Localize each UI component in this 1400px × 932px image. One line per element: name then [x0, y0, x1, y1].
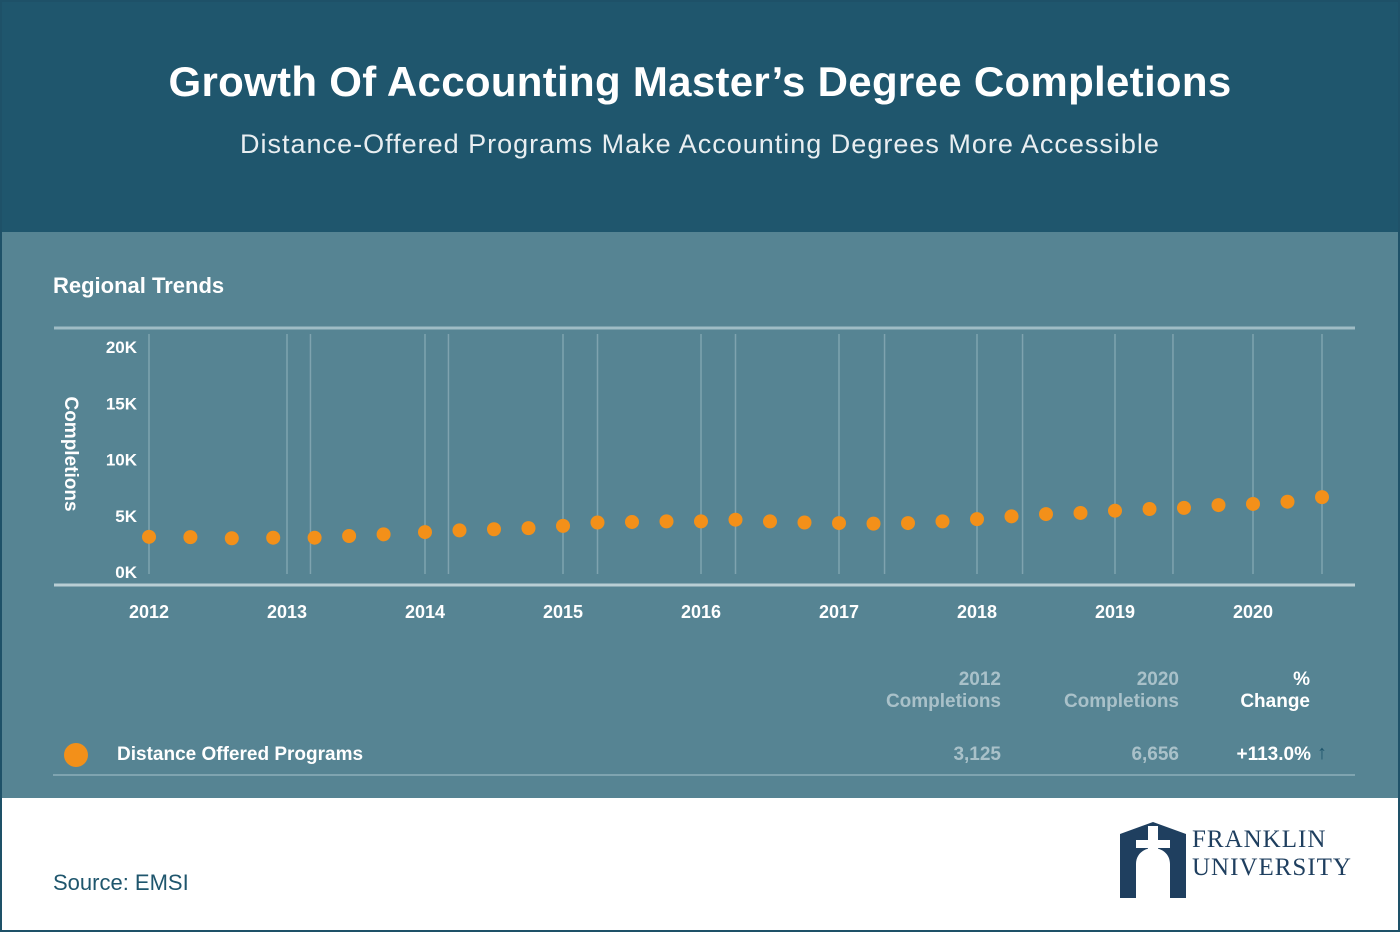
franklin-university-logo: FRANKLIN UNIVERSITY	[1118, 820, 1358, 900]
x-tick-label: 2017	[819, 602, 859, 622]
value-2012: 3,125	[953, 744, 1001, 765]
data-point	[376, 527, 391, 542]
y-tick-label: 20K	[106, 338, 138, 357]
data-point	[832, 516, 846, 531]
y-tick-label: 5K	[115, 507, 137, 526]
data-point	[521, 521, 536, 536]
data-point	[935, 514, 950, 529]
completions-chart: 0K 5K 10K 15K 20K 2012 2013 2014 2015 2016 2017 201…	[54, 326, 1355, 622]
data-point	[1280, 494, 1295, 509]
data-point	[970, 512, 984, 527]
data-point	[1142, 502, 1157, 516]
series-label: Distance Offered Programs	[117, 744, 364, 765]
data-point	[797, 515, 812, 530]
series-dot	[64, 743, 88, 767]
data-point	[342, 529, 357, 543]
y-tick-label: 15K	[106, 394, 138, 413]
value-2020: 6,656	[1131, 744, 1179, 765]
logo-word-franklin: FRANKLIN	[1192, 826, 1327, 853]
section-title: Regional Trends	[53, 273, 225, 298]
arrow-up-icon: ↑	[1317, 742, 1327, 764]
summary-row: Distance Offered Programs 3,125 6,656 +1…	[53, 739, 1355, 776]
header-2012-year: 2012	[958, 669, 1001, 690]
data-point	[763, 514, 777, 529]
data-point	[307, 530, 322, 545]
data-point	[694, 514, 708, 529]
y-axis-label: Completions	[60, 396, 81, 511]
data-point	[1039, 507, 1053, 522]
data-point	[1073, 505, 1088, 520]
logo-emblem-icon	[1120, 822, 1186, 898]
header-change-word: Change	[1240, 691, 1310, 712]
data-point	[901, 516, 915, 531]
y-tick-label: 10K	[106, 451, 138, 470]
header-banner: Growth Of Accounting Master’s Degree Com…	[2, 2, 1398, 232]
x-tick-label: 2012	[129, 602, 169, 622]
x-tick-label: 2015	[543, 602, 583, 622]
data-point	[142, 529, 156, 544]
data-point	[418, 525, 432, 540]
data-point	[183, 530, 198, 545]
data-point	[1246, 496, 1260, 511]
x-tick-label: 2018	[957, 602, 997, 622]
header-2012-completions: 2012 Completions	[862, 669, 1001, 713]
data-point	[590, 515, 605, 530]
data-point	[659, 514, 674, 529]
data-point	[452, 523, 467, 538]
percent-change: +113.0%	[1236, 744, 1312, 765]
data-point	[1211, 498, 1226, 513]
x-tick-label: 2020	[1233, 602, 1273, 622]
data-point	[266, 530, 281, 545]
logo-word-university: UNIVERSITY	[1192, 854, 1352, 881]
page-title: Growth Of Accounting Master’s Degree Com…	[168, 58, 1232, 105]
x-tick-label: 2019	[1095, 602, 1135, 622]
x-tick-label: 2014	[405, 602, 445, 622]
header-2012-word: Completions	[885, 691, 1001, 712]
header-2020-year: 2020	[1136, 669, 1179, 690]
header-2020-completions: 2020 Completions	[1042, 669, 1179, 713]
x-tick-label: 2013	[267, 602, 307, 622]
header-percent-symbol: %	[1293, 669, 1310, 690]
header-2020-word: Completions	[1063, 691, 1179, 712]
header-percent-change: % Change	[1212, 669, 1310, 713]
page-subtitle: Distance-Offered Programs Make Accountin…	[240, 129, 1160, 159]
data-point	[1315, 490, 1329, 505]
data-point	[556, 518, 570, 533]
data-point	[1177, 500, 1191, 515]
x-tick-label: 2016	[681, 602, 721, 622]
data-point	[1108, 503, 1122, 518]
data-point	[487, 522, 501, 537]
footer: Source: EMSI FRANKLIN UNIVERSITY	[2, 798, 1398, 930]
data-point	[625, 514, 639, 529]
data-point	[866, 516, 881, 531]
y-tick-label: 0K	[115, 563, 137, 582]
source-note: Source: EMSI	[53, 870, 189, 895]
chart-panel: Regional Trends 0K 5K 10K 15K 20K 2012 2013 201…	[2, 232, 1398, 798]
data-point	[728, 512, 743, 527]
data-point	[1004, 509, 1019, 524]
data-point	[224, 531, 239, 546]
